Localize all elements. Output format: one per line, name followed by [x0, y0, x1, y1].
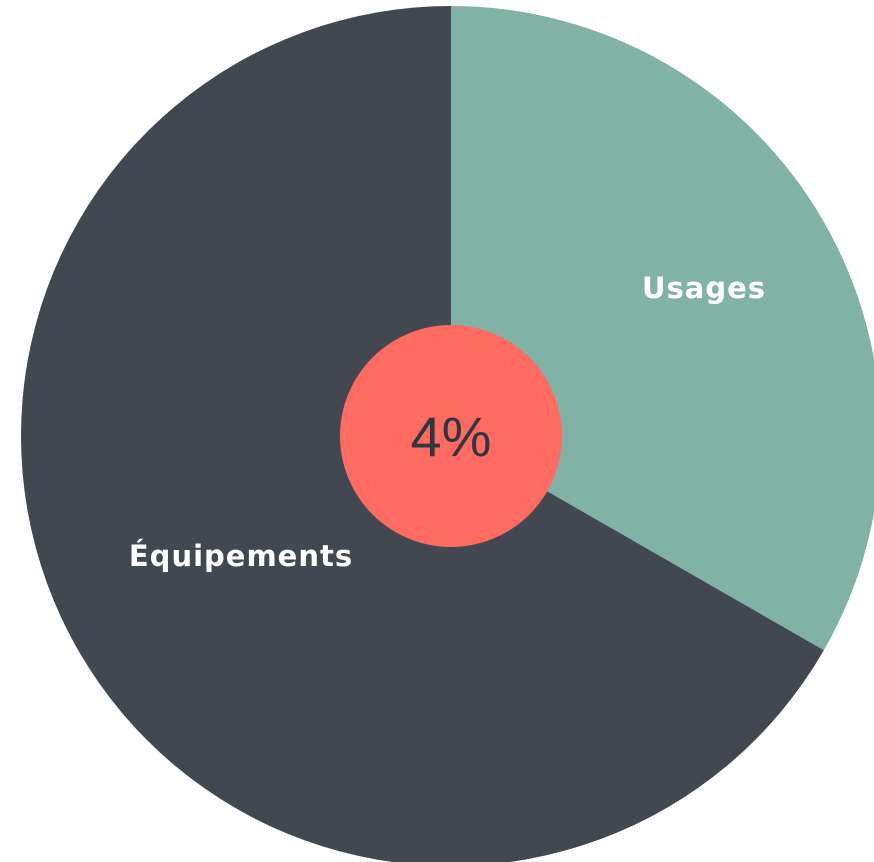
center-badge — [340, 325, 562, 547]
pie-slice-label-equipements: Équipements — [129, 539, 353, 573]
pie-slice-label-usages: Usages — [642, 271, 766, 305]
center-badge-label: 4% — [411, 405, 492, 468]
pie-slice-usages — [451, 6, 874, 651]
pie-labels: Usages Équipements — [129, 271, 766, 573]
